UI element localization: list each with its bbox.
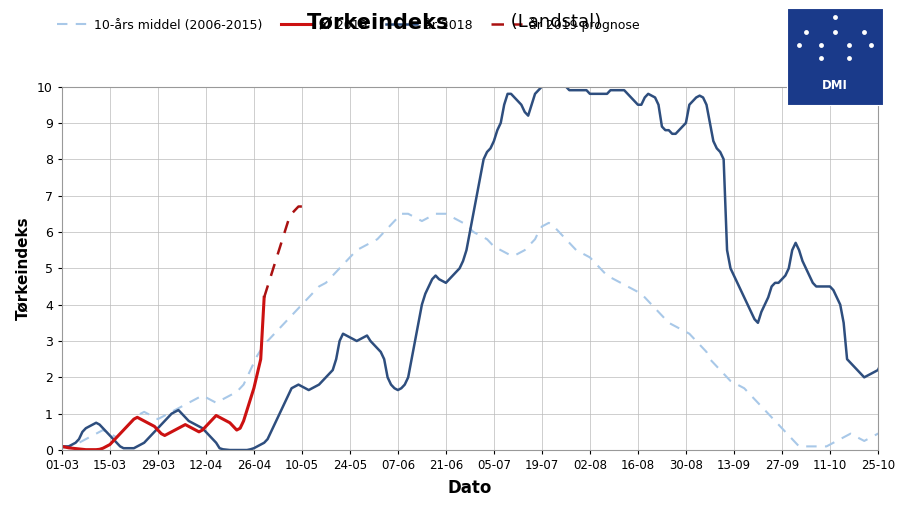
år 2019 prognose — [266, 272, 277, 279]
10-års middel (2006-2015) — [396, 211, 407, 217]
10-års middel (2006-2015) — [56, 445, 67, 451]
10-års middel (2006-2015) — [91, 431, 102, 437]
år 2019 — [56, 443, 67, 450]
10-års middel (2006-2015) — [187, 398, 197, 404]
år 2018 — [163, 414, 174, 420]
Text: (Landstal): (Landstal) — [505, 13, 602, 31]
år 2019 — [125, 420, 136, 426]
Y-axis label: Tørkeindeks: Tørkeindeks — [15, 217, 30, 320]
år 2019 — [94, 446, 105, 453]
år 2019 prognose — [293, 203, 304, 209]
år 2019 prognose — [279, 229, 290, 235]
år 2019 — [258, 294, 269, 301]
10-års middel (2006-2015) — [821, 443, 832, 450]
år 2019 prognose — [297, 203, 308, 209]
Text: DMI: DMI — [822, 79, 848, 92]
år 2018 — [536, 83, 547, 90]
Legend: 10-års middel (2006-2015), år 2019, år 2018, år 2019 prognose: 10-års middel (2006-2015), år 2019, år 2… — [52, 13, 644, 37]
10-års middel (2006-2015) — [334, 265, 345, 271]
X-axis label: Dato: Dato — [448, 479, 492, 497]
år 2019 prognose — [258, 294, 269, 301]
10-års middel (2006-2015) — [111, 434, 122, 440]
år 2019 prognose — [283, 218, 294, 224]
10-års middel (2006-2015) — [876, 433, 887, 439]
år 2018 — [56, 443, 67, 450]
år 2018 — [433, 276, 444, 282]
Line: år 2019 prognose: år 2019 prognose — [264, 206, 302, 297]
år 2019 — [128, 416, 139, 422]
år 2018 — [430, 272, 441, 279]
år 2019 — [187, 425, 197, 431]
år 2019 — [118, 427, 129, 433]
år 2019 — [111, 434, 122, 440]
år 2019 prognose — [289, 207, 300, 213]
år 2018 — [225, 447, 236, 453]
år 2018 — [183, 418, 194, 424]
10-års middel (2006-2015) — [602, 272, 612, 279]
år 2019 prognose — [269, 262, 280, 268]
Line: 10-års middel (2006-2015): 10-års middel (2006-2015) — [62, 214, 882, 448]
år 2019 prognose — [276, 240, 287, 246]
år 2019 — [80, 446, 91, 453]
Line: år 2019: år 2019 — [62, 297, 264, 450]
Text: Tørkeindeks: Tørkeindeks — [307, 13, 449, 33]
Line: år 2018: år 2018 — [62, 87, 910, 450]
år 2019 prognose — [272, 251, 283, 257]
år 2019 prognose — [262, 284, 273, 290]
år 2018 — [780, 272, 791, 279]
år 2019 prognose — [286, 211, 297, 217]
